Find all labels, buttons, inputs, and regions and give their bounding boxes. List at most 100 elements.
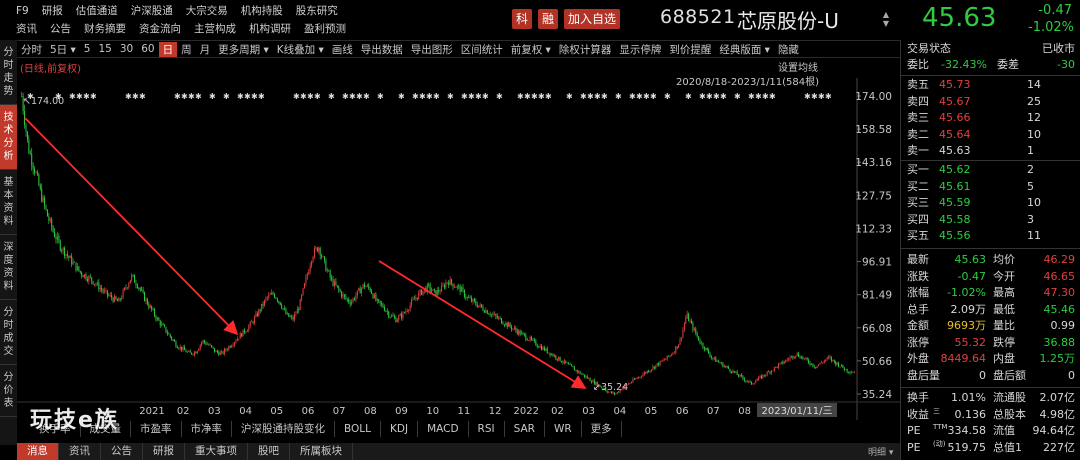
event-marker[interactable]: ✱ bbox=[300, 92, 307, 101]
margin-badge[interactable]: 融 bbox=[538, 9, 559, 29]
menu-item[interactable]: 大宗交易 bbox=[185, 5, 228, 17]
menu-item[interactable]: 财务摘要 bbox=[84, 23, 126, 35]
toolbar-item[interactable]: 30 bbox=[119, 43, 134, 55]
event-marker[interactable]: ✱ bbox=[223, 92, 230, 101]
menu-item[interactable]: 股东研究 bbox=[295, 5, 338, 17]
event-marker[interactable]: ✱ bbox=[517, 92, 524, 101]
indicator-tab[interactable]: SAR bbox=[505, 421, 545, 437]
indicator-tab[interactable]: 更多 bbox=[582, 421, 622, 437]
event-marker[interactable]: ✱ bbox=[139, 92, 146, 101]
event-marker[interactable]: ✱ bbox=[629, 92, 636, 101]
kline-chart[interactable]: 174.00 158.58 143.16 127.75 112.33 96.91 81.49… bbox=[17, 58, 900, 420]
bottom-tab[interactable]: 公告 bbox=[101, 443, 143, 460]
event-marker[interactable]: ✱ bbox=[307, 92, 314, 101]
event-marker[interactable]: ✱ bbox=[27, 92, 34, 101]
toolbar-item[interactable]: 分时 bbox=[21, 43, 42, 56]
menu-item[interactable]: 沪深股通 bbox=[130, 5, 173, 17]
toolbar-item[interactable]: 经典版面 ▾ bbox=[719, 43, 770, 56]
event-marker[interactable]: ✱ bbox=[342, 92, 349, 101]
event-marker[interactable]: ✱ bbox=[363, 92, 370, 101]
indicator-tab[interactable]: KDJ bbox=[381, 421, 419, 437]
event-marker[interactable]: ✱ bbox=[433, 92, 440, 101]
toolbar-item[interactable]: 周 bbox=[181, 43, 192, 56]
indicator-tab[interactable]: 沪深股通持股变化 bbox=[232, 421, 335, 437]
indicator-tab[interactable]: 成交量 bbox=[81, 421, 131, 437]
toolbar-item[interactable]: 区间统计 bbox=[460, 43, 503, 56]
toolbar-item[interactable]: K线叠加 ▾ bbox=[276, 43, 324, 56]
trend-arrow-2[interactable] bbox=[378, 260, 587, 389]
event-marker[interactable]: ✱ bbox=[377, 92, 384, 101]
event-marker[interactable]: ✱ bbox=[825, 92, 832, 101]
event-marker[interactable]: ✱ bbox=[188, 92, 195, 101]
event-marker[interactable]: ✱ bbox=[195, 92, 202, 101]
event-marker[interactable]: ✱ bbox=[580, 92, 587, 101]
event-marker[interactable]: ✱ bbox=[174, 92, 181, 101]
event-marker[interactable]: ✱ bbox=[426, 92, 433, 101]
event-marker[interactable]: ✱ bbox=[496, 92, 503, 101]
event-marker[interactable]: ✱ bbox=[76, 92, 83, 101]
event-marker[interactable]: ✱ bbox=[412, 92, 419, 101]
event-marker[interactable]: ✱ bbox=[804, 92, 811, 101]
menu-item[interactable]: 机构调研 bbox=[249, 23, 291, 35]
event-marker[interactable]: ✱ bbox=[755, 92, 762, 101]
toolbar-item[interactable]: 60 bbox=[141, 43, 155, 55]
event-marker[interactable]: ✱ bbox=[706, 92, 713, 101]
event-marker[interactable]: ✱ bbox=[237, 92, 244, 101]
set-ma-button[interactable]: 设置均线 bbox=[778, 63, 818, 74]
bottom-tab[interactable]: 所属板块 bbox=[290, 443, 353, 460]
bottom-tab[interactable]: 股吧 bbox=[248, 443, 290, 460]
event-marker[interactable]: ✱ bbox=[720, 92, 727, 101]
toolbar-item[interactable]: 5 bbox=[83, 43, 91, 55]
toolbar-item[interactable]: 5日 ▾ bbox=[50, 43, 76, 56]
event-marker[interactable]: ✱ bbox=[83, 92, 90, 101]
indicator-tab[interactable]: BOLL bbox=[335, 421, 381, 437]
event-marker[interactable]: ✱ bbox=[447, 92, 454, 101]
indicator-tab[interactable]: RSI bbox=[469, 421, 505, 437]
down-arrow-icon[interactable]: ▼ bbox=[882, 19, 890, 28]
stock-nav-arrows[interactable]: ▲ ▼ bbox=[872, 10, 900, 28]
side-tab[interactable]: 分时走势 bbox=[0, 40, 17, 105]
event-marker[interactable]: ✱ bbox=[748, 92, 755, 101]
event-marker[interactable]: ✱ bbox=[531, 92, 538, 101]
toolbar-item[interactable]: 前复权 ▾ bbox=[510, 43, 551, 56]
event-marker[interactable]: ✱ bbox=[132, 92, 139, 101]
event-marker[interactable]: ✱ bbox=[587, 92, 594, 101]
event-marker[interactable]: ✱ bbox=[475, 92, 482, 101]
event-marker[interactable]: ✱ bbox=[699, 92, 706, 101]
toolbar-item[interactable]: 更多周期 ▾ bbox=[218, 43, 269, 56]
indicator-tab[interactable]: MACD bbox=[418, 421, 469, 437]
indicator-tab[interactable]: 市净率 bbox=[182, 421, 232, 437]
indicator-tab[interactable]: 换手率 bbox=[30, 421, 81, 437]
event-marker[interactable]: ✱ bbox=[349, 92, 356, 101]
bottom-tab[interactable]: 消息 bbox=[17, 443, 59, 460]
side-tab[interactable]: 深度资料 bbox=[0, 235, 17, 300]
event-marker[interactable]: ✱ bbox=[713, 92, 720, 101]
menu-item[interactable]: 估值通道 bbox=[75, 5, 118, 17]
toolbar-item[interactable]: 隐藏 bbox=[777, 43, 799, 56]
menu-item[interactable]: 机构持股 bbox=[240, 5, 283, 17]
side-tab[interactable]: 分时成交 bbox=[0, 300, 17, 365]
side-tab[interactable]: 技术分析 bbox=[0, 105, 17, 170]
event-marker[interactable]: ✱ bbox=[601, 92, 608, 101]
bottom-tab[interactable]: 重大事项 bbox=[185, 443, 248, 460]
event-marker[interactable]: ✱ bbox=[125, 92, 132, 101]
toolbar-item[interactable]: 15 bbox=[98, 43, 112, 55]
toolbar-item[interactable]: 显示停牌 bbox=[619, 43, 662, 56]
event-marker[interactable]: ✱ bbox=[636, 92, 643, 101]
trend-arrow-1[interactable] bbox=[24, 117, 239, 336]
menu-item[interactable]: 盈利预测 bbox=[304, 23, 346, 35]
add-watchlist-button[interactable]: 加入自选 bbox=[564, 9, 621, 29]
event-marker[interactable]: ✱ bbox=[594, 92, 601, 101]
event-marker[interactable]: ✱ bbox=[650, 92, 657, 101]
event-marker[interactable]: ✱ bbox=[685, 92, 692, 101]
event-marker[interactable]: ✱ bbox=[538, 92, 545, 101]
event-marker[interactable]: ✱ bbox=[615, 92, 622, 101]
event-marker[interactable]: ✱ bbox=[244, 92, 251, 101]
event-marker[interactable]: ✱ bbox=[769, 92, 776, 101]
event-marker[interactable]: ✱ bbox=[664, 92, 671, 101]
bottom-tab[interactable]: 资讯 bbox=[59, 443, 101, 460]
event-marker[interactable]: ✱ bbox=[643, 92, 650, 101]
menu-item[interactable]: 资金流向 bbox=[139, 23, 181, 35]
menu-item[interactable]: 研报 bbox=[41, 5, 63, 17]
event-marker[interactable]: ✱ bbox=[545, 92, 552, 101]
